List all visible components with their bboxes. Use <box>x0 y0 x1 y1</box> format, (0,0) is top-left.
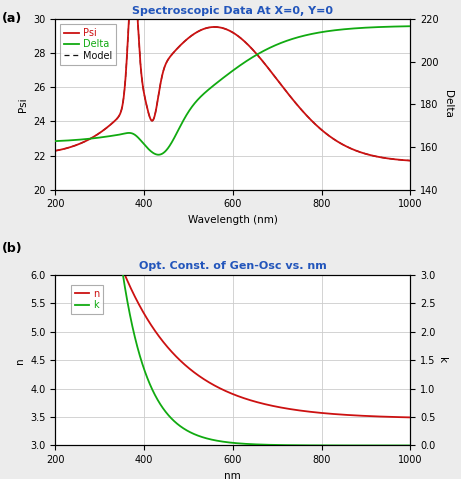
n <box>216 385 221 390</box>
Psi <box>332 137 338 143</box>
Psi <box>216 24 221 30</box>
Model <box>397 157 403 163</box>
X-axis label: Wavelength (nm): Wavelength (nm) <box>188 215 278 225</box>
Y-axis label: Delta: Delta <box>443 91 453 118</box>
Line: k: k <box>55 0 410 445</box>
Psi <box>71 143 76 149</box>
Y-axis label: Psi: Psi <box>18 97 28 112</box>
Line: Psi: Psi <box>55 0 410 160</box>
k <box>225 439 230 445</box>
Delta <box>397 23 403 29</box>
Model <box>225 27 231 33</box>
Psi <box>408 158 413 163</box>
k <box>408 443 413 448</box>
n <box>397 414 403 420</box>
Legend: n, k: n, k <box>71 285 103 314</box>
k <box>216 438 221 444</box>
k <box>397 443 403 448</box>
Model <box>71 143 76 149</box>
Delta <box>397 23 403 29</box>
Text: (a): (a) <box>2 12 23 25</box>
Model <box>332 137 338 143</box>
Model <box>408 158 413 163</box>
Psi <box>53 148 58 154</box>
Psi <box>397 157 403 163</box>
Line: n: n <box>55 0 410 417</box>
Model <box>397 157 403 163</box>
Delta <box>216 79 221 84</box>
Model <box>216 24 221 30</box>
k <box>397 443 402 448</box>
Title: Spectroscopic Data At X=0, Y=0: Spectroscopic Data At X=0, Y=0 <box>132 6 333 16</box>
Delta <box>71 137 76 143</box>
Delta <box>53 138 58 144</box>
Delta <box>332 27 338 33</box>
Delta <box>408 23 413 29</box>
Text: (b): (b) <box>2 242 23 255</box>
Y-axis label: k: k <box>437 357 447 363</box>
Line: Model: Model <box>55 0 410 160</box>
n <box>397 414 402 420</box>
Y-axis label: n: n <box>15 357 24 364</box>
n <box>225 389 230 395</box>
Legend: Psi, Delta, Model: Psi, Delta, Model <box>60 24 116 65</box>
n <box>332 411 337 417</box>
Line: Delta: Delta <box>55 26 410 155</box>
Delta <box>156 152 161 158</box>
k <box>332 443 337 448</box>
Title: Opt. Const. of Gen-Osc vs. nm: Opt. Const. of Gen-Osc vs. nm <box>139 262 327 272</box>
Psi <box>225 27 231 33</box>
Psi <box>397 157 403 163</box>
Model <box>53 148 58 154</box>
n <box>408 414 413 420</box>
Delta <box>225 71 231 77</box>
X-axis label: nm: nm <box>225 471 241 479</box>
n <box>71 83 76 89</box>
